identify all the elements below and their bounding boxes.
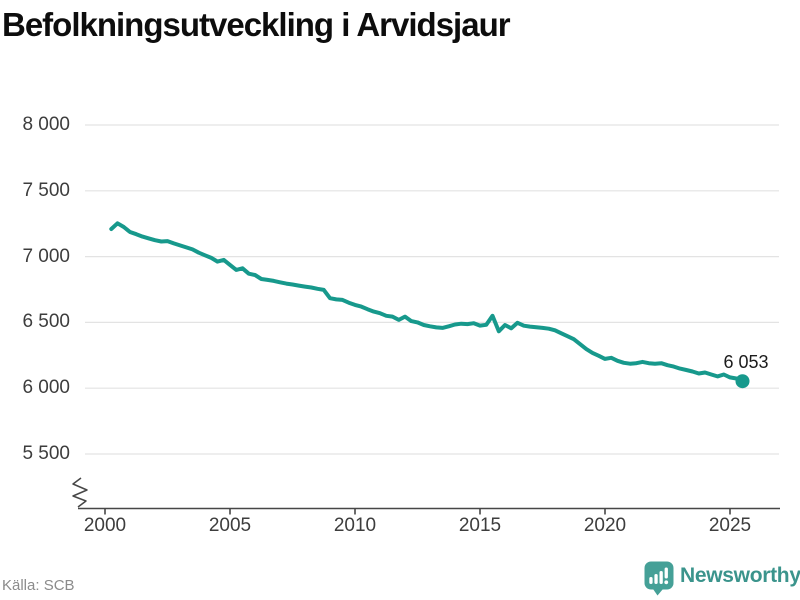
gridlines-group xyxy=(85,124,779,455)
x-axis-label: 2025 xyxy=(708,515,752,536)
axis-break-icon xyxy=(72,477,88,508)
endpoint-marker xyxy=(735,374,750,389)
y-axis-label: 6 500 xyxy=(22,311,70,332)
x-axis-label: 2015 xyxy=(458,515,502,536)
y-axis-label: 6 000 xyxy=(22,377,70,398)
y-axis-label: 8 000 xyxy=(22,114,70,135)
x-axis-label: 2005 xyxy=(208,515,252,536)
source-label: Källa: SCB xyxy=(2,577,75,594)
y-axis-label: 7 500 xyxy=(22,180,70,201)
x-axis-label: 2020 xyxy=(583,515,627,536)
y-axis-label: 5 500 xyxy=(22,443,70,464)
population-line xyxy=(109,221,745,384)
x-axis-label: 2010 xyxy=(333,515,377,536)
newsworthy-logo-icon xyxy=(644,561,674,596)
endpoint-value-label: 6 053 xyxy=(723,352,769,372)
newsworthy-logo-text: Newsworthy xyxy=(680,564,800,587)
newsworthy-branding: Newsworthy xyxy=(644,561,800,596)
x-axis-ticks-group xyxy=(104,508,731,515)
y-axis-label: 7 000 xyxy=(22,246,70,267)
x-axis-label: 2000 xyxy=(83,515,127,536)
chart-title: Befolkningsutveckling i Arvidsjaur xyxy=(2,6,511,43)
